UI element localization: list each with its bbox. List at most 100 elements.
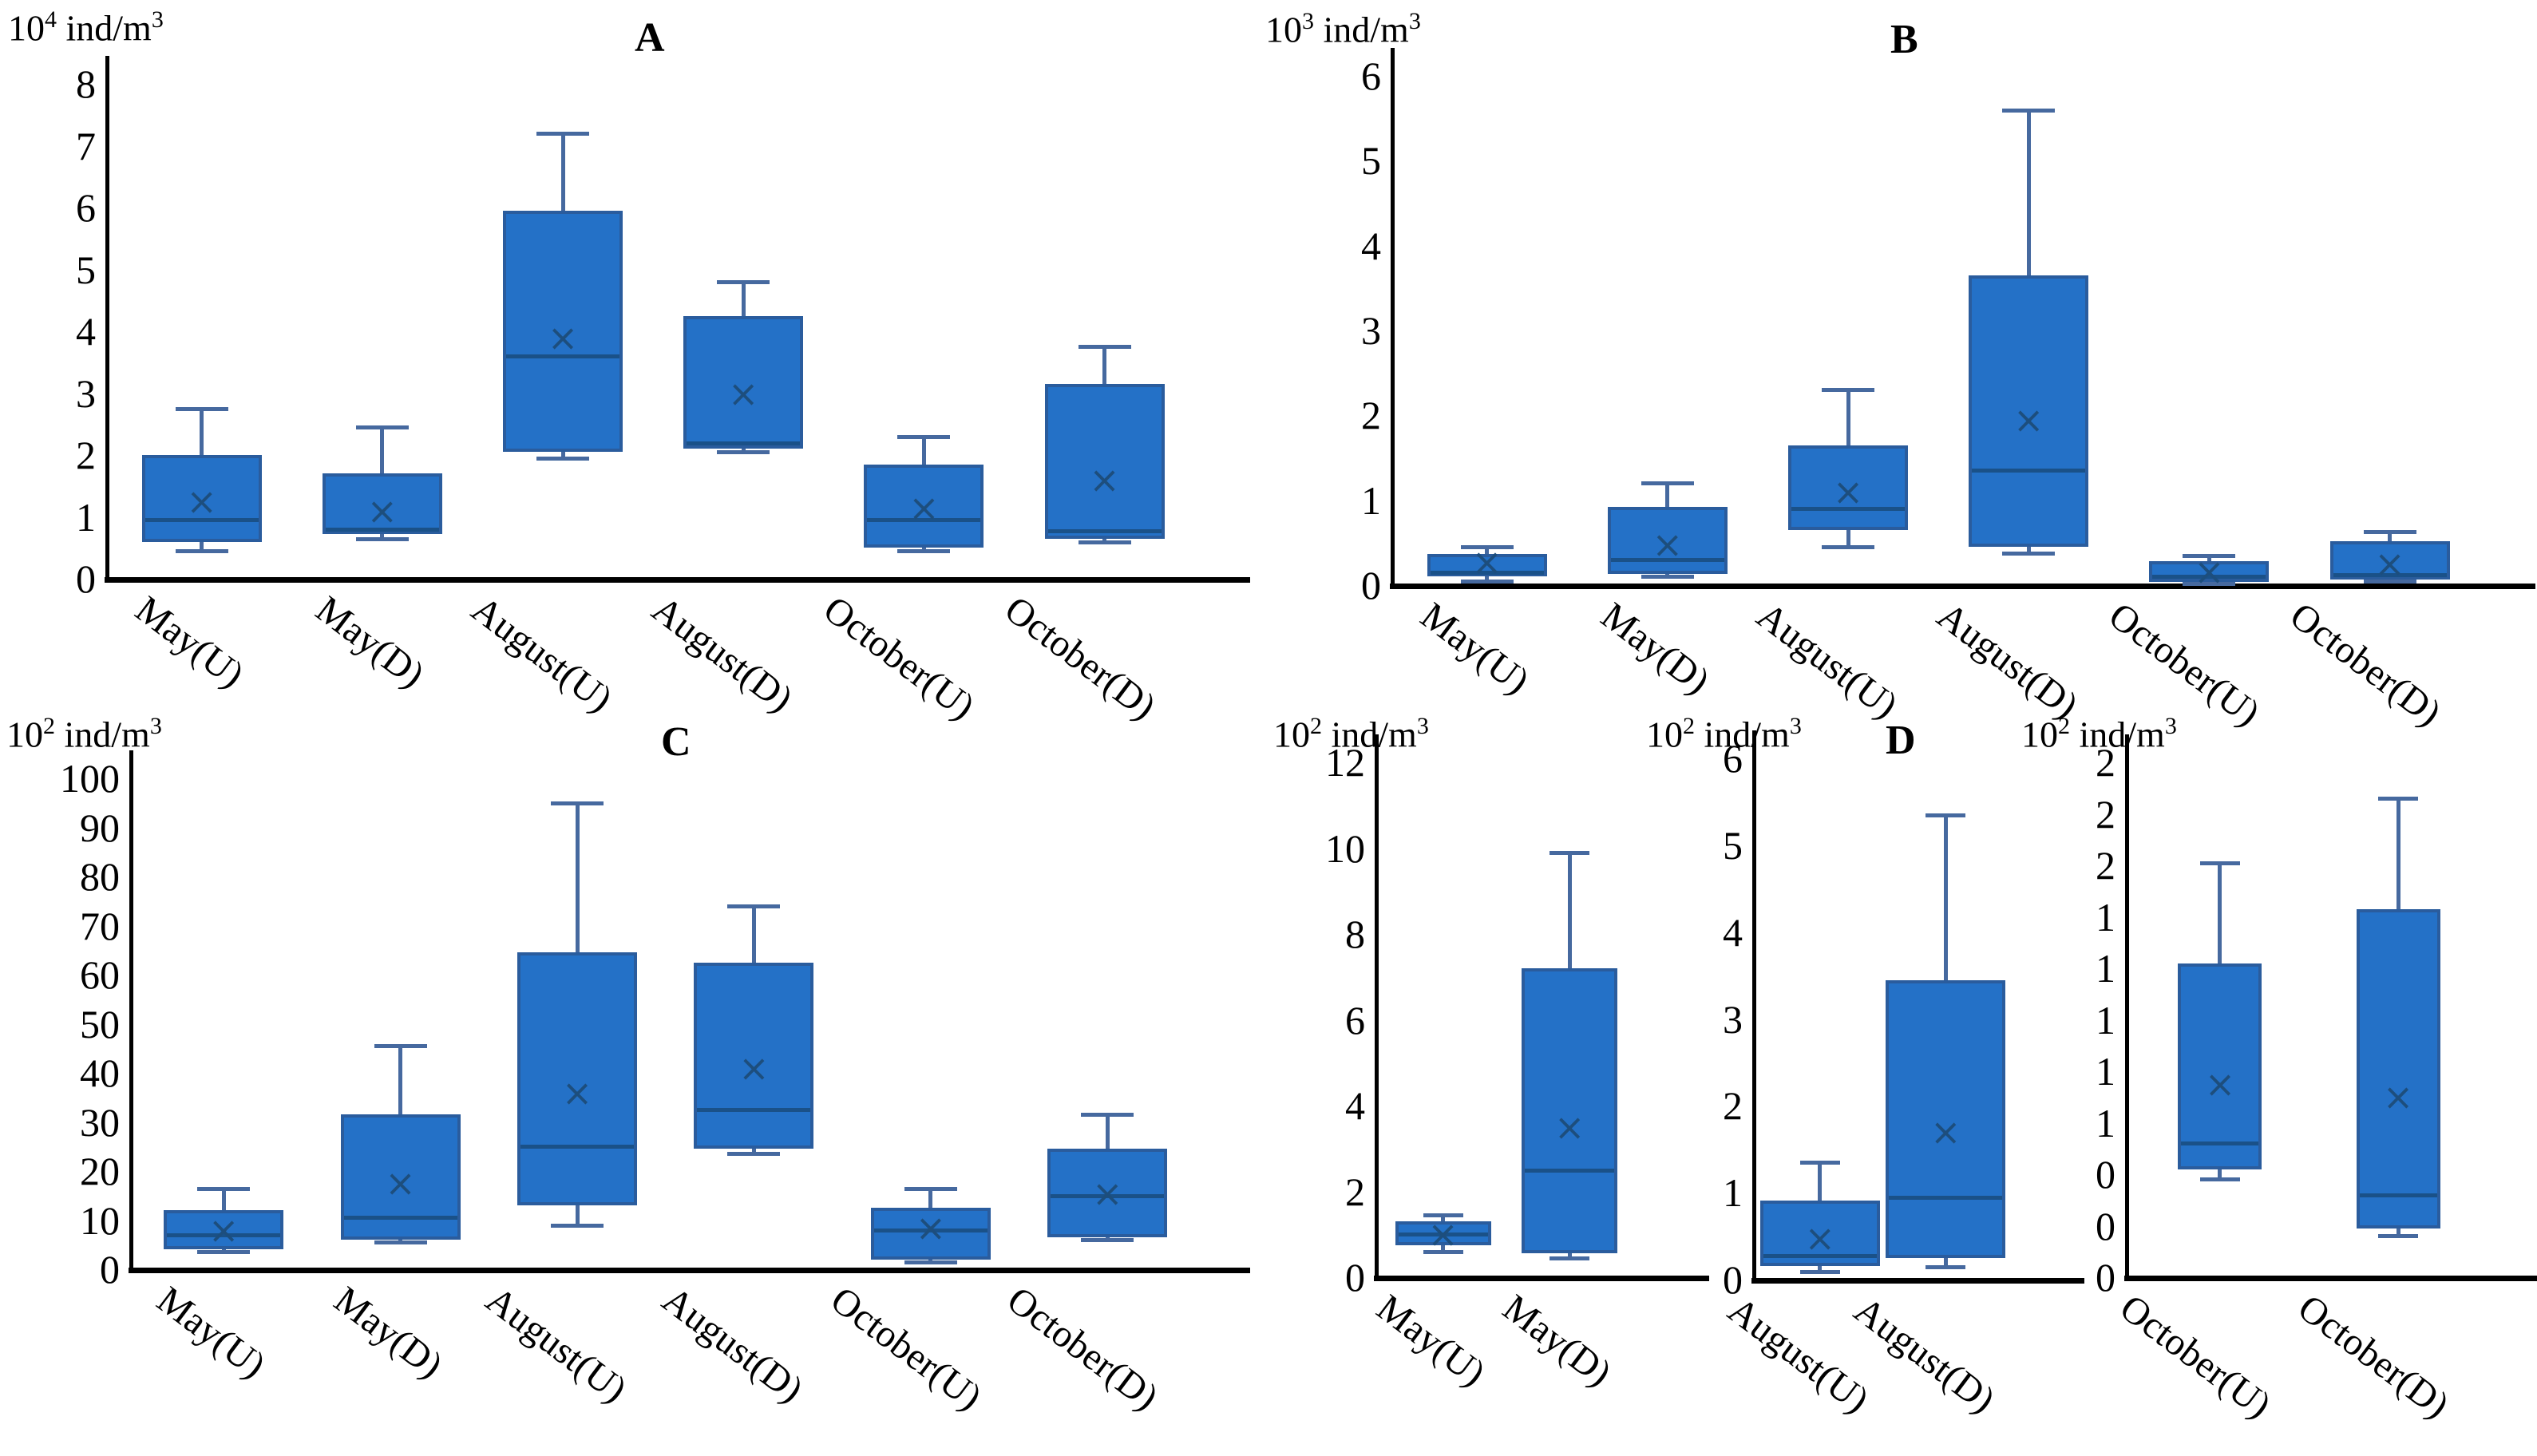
box-august-u bbox=[503, 210, 623, 453]
y-tick-label: 4 bbox=[1361, 223, 1381, 268]
median-line-august-d bbox=[1889, 1195, 2003, 1200]
upper-whisker-cap-may-u bbox=[175, 406, 228, 411]
median-line-may-d bbox=[1525, 1168, 1615, 1173]
upper-whisker-october-u bbox=[928, 1188, 933, 1209]
x-category-label-august-u: August(U) bbox=[1748, 594, 1906, 727]
lower-whisker-cap-october-d bbox=[2378, 1234, 2419, 1239]
lower-whisker-cap-october-d bbox=[2363, 579, 2416, 584]
x-category-label-august-u: August(U) bbox=[477, 1278, 635, 1411]
y-tick-label: 6 bbox=[1361, 53, 1381, 98]
mean-marker-august-u: × bbox=[561, 1070, 593, 1114]
lower-whisker-cap-october-u bbox=[2199, 1177, 2240, 1182]
y-axis-line bbox=[105, 56, 109, 583]
median-line-october-d bbox=[2359, 1193, 2437, 1197]
upper-whisker-october-u bbox=[921, 436, 926, 465]
lower-whisker-august-u bbox=[1818, 1265, 1823, 1272]
upper-whisker-may-d bbox=[380, 427, 385, 474]
upper-whisker-may-u bbox=[1485, 547, 1490, 554]
x-category-label-may-u: May(U) bbox=[127, 588, 251, 696]
upper-whisker-cap-october-u bbox=[904, 1186, 957, 1191]
lower-whisker-august-u bbox=[575, 1205, 580, 1225]
x-axis-line bbox=[129, 1268, 1250, 1273]
y-axis-unit-label-c: 102 ind/m3 bbox=[6, 713, 162, 755]
upper-whisker-cap-august-u bbox=[536, 132, 589, 136]
x-category-label-may-u: May(U) bbox=[1412, 594, 1537, 702]
mean-marker-august-d: × bbox=[738, 1046, 770, 1090]
panel-letter-b: B bbox=[1890, 17, 1918, 62]
y-tick-label: 8 bbox=[76, 61, 96, 106]
upper-whisker-august-u bbox=[560, 133, 565, 211]
lower-whisker-cap-august-d bbox=[717, 450, 770, 455]
lower-whisker-august-d bbox=[2026, 547, 2031, 553]
y-tick-label: 10 bbox=[1325, 825, 1365, 871]
median-line-october-d bbox=[1051, 1193, 1165, 1198]
y-tick-label: 50 bbox=[80, 1001, 120, 1046]
median-line-october-u bbox=[2181, 1141, 2259, 1146]
x-category-label-may-u: May(U) bbox=[149, 1278, 274, 1387]
y-tick-label: 100 bbox=[60, 756, 120, 801]
box-october-d bbox=[1047, 1149, 1168, 1237]
box-may-d bbox=[322, 473, 442, 535]
upper-whisker-october-u bbox=[2207, 555, 2211, 562]
y-tick-label: 6 bbox=[1723, 736, 1743, 781]
mean-marker-october-u: × bbox=[908, 485, 940, 529]
lower-whisker-cap-october-u bbox=[2183, 581, 2236, 586]
mean-marker-may-u: × bbox=[186, 480, 217, 524]
median-line-may-d bbox=[1610, 558, 1724, 563]
upper-whisker-cap-may-d bbox=[1641, 481, 1694, 486]
mean-marker-may-d: × bbox=[366, 489, 398, 532]
y-tick-label: 1 bbox=[2096, 1049, 2115, 1094]
upper-whisker-cap-october-d bbox=[1078, 345, 1131, 350]
lower-whisker-cap-august-u bbox=[1799, 1270, 1840, 1275]
upper-whisker-cap-october-u bbox=[2183, 553, 2236, 558]
mean-marker-may-u: × bbox=[208, 1208, 239, 1252]
median-line-august-d bbox=[687, 441, 801, 445]
y-tick-label: 1 bbox=[2096, 997, 2115, 1043]
y-tick-label: 7 bbox=[76, 123, 96, 168]
lower-whisker-may-u bbox=[200, 541, 204, 552]
y-tick-label: 80 bbox=[80, 854, 120, 899]
y-tick-label: 6 bbox=[76, 185, 96, 230]
x-axis-line bbox=[105, 577, 1250, 583]
upper-whisker-may-u bbox=[1441, 1215, 1446, 1222]
y-tick-label: 30 bbox=[80, 1099, 120, 1145]
y-axis-unit-label-b: 103 ind/m3 bbox=[1265, 8, 1421, 50]
box-may-d bbox=[1607, 507, 1728, 575]
mean-marker-october-u: × bbox=[915, 1205, 947, 1249]
y-tick-label: 0 bbox=[100, 1247, 120, 1292]
y-tick-label: 20 bbox=[80, 1149, 120, 1193]
y-axis-unit-label-a: 104 ind/m3 bbox=[8, 6, 164, 49]
x-category-label-august-d: August(D) bbox=[643, 588, 801, 721]
y-tick-label: 90 bbox=[80, 805, 120, 850]
box-august-d bbox=[694, 962, 814, 1149]
y-tick-label: 3 bbox=[1723, 996, 1743, 1042]
mean-marker-october-d: × bbox=[2382, 1075, 2414, 1119]
y-tick-label: 1 bbox=[1723, 1170, 1743, 1216]
median-line-may-u bbox=[1430, 571, 1544, 576]
lower-whisker-august-u bbox=[560, 452, 565, 458]
panel-a: 104 ind/m3 A 0 1 2 3 4 5 6 7 8 × May(U) × May(D) × Aug… bbox=[8, 6, 1250, 728]
box-may-d bbox=[1522, 968, 1618, 1254]
y-tick-label: 60 bbox=[80, 952, 120, 997]
y-tick-label: 12 bbox=[1325, 740, 1365, 785]
lower-whisker-cap-october-d bbox=[1081, 1238, 1134, 1243]
y-axis-line bbox=[1752, 730, 1756, 1284]
upper-whisker-october-d bbox=[2396, 798, 2400, 909]
x-category-label-october-d: October(D) bbox=[996, 588, 1164, 729]
box-may-u bbox=[164, 1210, 284, 1250]
y-tick-label: 4 bbox=[76, 309, 96, 354]
upper-whisker-october-d bbox=[1102, 346, 1107, 384]
y-tick-label: 0 bbox=[2096, 1203, 2115, 1248]
median-line-october-u bbox=[873, 1228, 987, 1232]
median-line-august-d bbox=[697, 1108, 811, 1113]
upper-whisker-cap-august-u bbox=[1799, 1161, 1840, 1165]
mean-marker-may-u: × bbox=[1471, 540, 1502, 584]
mean-marker-october-d: × bbox=[1092, 1171, 1123, 1215]
lower-whisker-cap-august-d bbox=[2002, 551, 2056, 556]
median-line-october-u bbox=[867, 518, 981, 523]
x-category-label-october-d: October(D) bbox=[999, 1278, 1166, 1419]
y-tick-label: 1 bbox=[2096, 1100, 2115, 1145]
median-line-october-d bbox=[1047, 528, 1162, 533]
box-august-d bbox=[1886, 979, 2006, 1258]
